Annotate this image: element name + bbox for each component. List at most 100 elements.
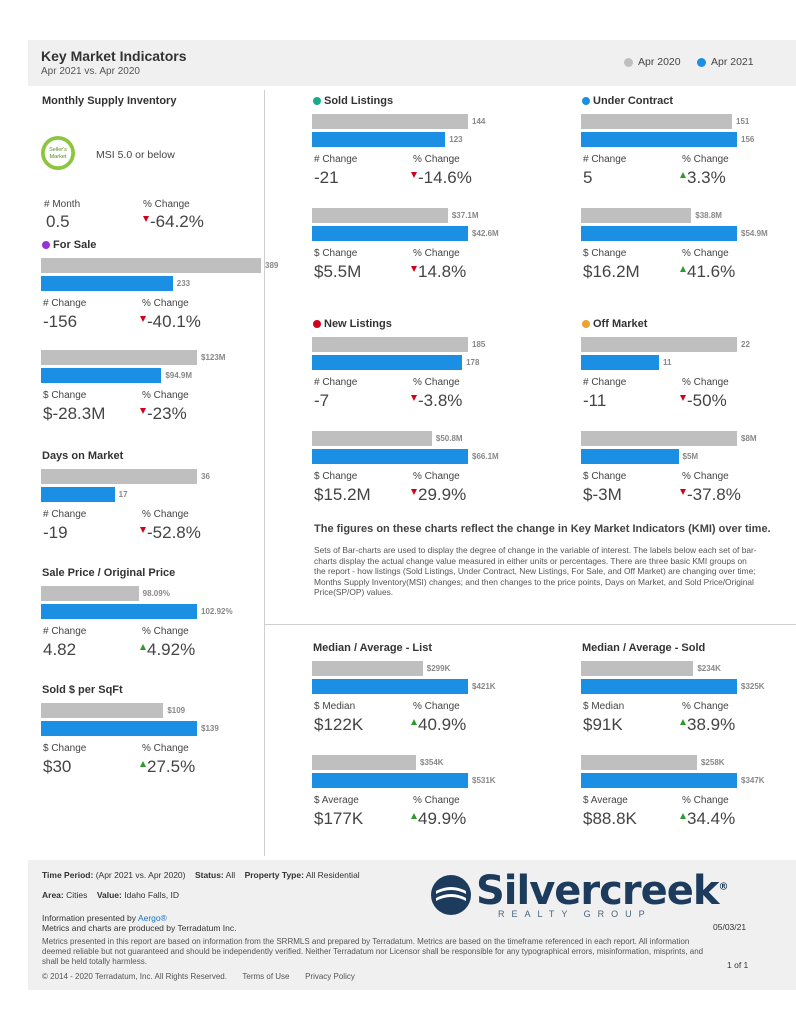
pct-change-label: % Change	[142, 743, 189, 754]
logo-registered: ®	[718, 881, 728, 893]
down-arrow-icon	[680, 395, 686, 401]
change-label: $ Change	[583, 248, 627, 259]
pct-change-value: 4.92%	[140, 640, 195, 660]
pct-change-text: -3.8%	[418, 391, 463, 410]
page-title: Key Market Indicators	[41, 48, 187, 64]
up-arrow-icon	[680, 813, 686, 819]
bar-current-label: 233	[176, 279, 191, 288]
pct-change-value: 38.9%	[680, 715, 735, 735]
change-value: $-28.3M	[43, 404, 106, 423]
kmi-note-heading: The figures on these charts reflect the …	[314, 523, 771, 535]
bar-prior-label: $354K	[420, 758, 444, 767]
privacy-link[interactable]: Privacy Policy	[305, 972, 355, 981]
status-value: All	[225, 870, 236, 880]
bar-current-label: $94.9M	[165, 371, 193, 380]
bar-prior	[581, 661, 694, 676]
pct-change-value: -50%	[680, 391, 727, 411]
change-label: $ Median	[314, 701, 356, 712]
sellers-market-badge-icon: Seller's Market	[40, 135, 76, 171]
change-value: $5.5M	[314, 262, 362, 281]
pct-change-value: 41.6%	[680, 262, 735, 282]
under-contract-title: Under Contract	[582, 95, 673, 107]
bar-current-label: 123	[449, 135, 463, 144]
change-label: $ Average	[314, 795, 359, 806]
bar-current-label: $5M	[682, 452, 699, 461]
produced-by: Metrics and charts are produced by Terra…	[42, 923, 237, 933]
msi-value-months: 0.5	[46, 212, 70, 232]
change-value: $177K	[314, 809, 364, 828]
pct-change-text: -23%	[147, 404, 187, 423]
change-value: 5	[583, 168, 593, 187]
bar-current	[41, 276, 173, 291]
bullet-icon	[313, 320, 321, 328]
change-label: $ Change	[43, 743, 87, 754]
footer-filters: Time Period: (Apr 2021 vs. Apr 2020) Sta…	[42, 870, 360, 880]
section-divider	[265, 624, 796, 625]
change-value: $30	[43, 757, 72, 776]
legend-current-label: Apr 2021	[711, 56, 754, 68]
new-listings-title: New Listings	[313, 318, 392, 330]
terms-link[interactable]: Terms of Use	[242, 972, 290, 981]
pct-change-label: % Change	[682, 471, 729, 482]
msi-months-text: 0.5	[46, 212, 70, 231]
bar-prior-label: 185	[472, 340, 486, 349]
pct-change-text: -14.6%	[418, 168, 472, 187]
under-contract-title-text: Under Contract	[593, 95, 674, 107]
header-bar	[28, 40, 796, 86]
disclaimer: Metrics presented in this report are bas…	[42, 937, 704, 966]
copyright-row: © 2014 - 2020 Terradatum, Inc. All Right…	[42, 972, 355, 982]
bullet-icon	[582, 97, 590, 105]
pct-change-text: 49.9%	[418, 809, 467, 828]
pct-change-label: % Change	[142, 298, 189, 309]
page-subtitle: Apr 2021 vs. Apr 2020	[41, 66, 140, 77]
change-value: $122K	[314, 715, 364, 734]
status-label: Status:	[194, 870, 224, 880]
change-label: # Change	[43, 298, 87, 309]
bar-prior-label: $299K	[426, 664, 451, 673]
bar-prior	[41, 586, 139, 601]
pct-change-value: 40.9%	[411, 715, 466, 735]
legend-current: Apr 2021	[697, 56, 754, 68]
pct-change-text: -52.8%	[147, 523, 201, 542]
bar-prior-label: $123M	[201, 353, 226, 362]
property-type-value: All Residential	[305, 870, 360, 880]
pct-change-value: 3.3%	[680, 168, 726, 188]
change-label: # Change	[583, 154, 627, 165]
bar-prior	[312, 208, 448, 223]
bar-prior-label: $50.8M	[435, 434, 463, 443]
down-arrow-icon	[140, 527, 146, 533]
bar-current	[312, 132, 446, 147]
bar-current	[41, 604, 197, 619]
down-arrow-icon	[411, 489, 417, 495]
aergo-link[interactable]: Aergo®	[137, 913, 167, 923]
pct-change-label: % Change	[142, 509, 189, 520]
bar-current-label: $347K	[741, 776, 765, 785]
bar-current-label: 156	[741, 135, 755, 144]
badge-text-line2: Market	[50, 154, 67, 160]
bar-current	[41, 368, 162, 383]
change-label: # Change	[314, 154, 358, 165]
logo-text: Silvercreek	[476, 868, 719, 914]
legend-prior-swatch	[624, 57, 633, 67]
pct-change-text: 38.9%	[687, 715, 736, 734]
sold-listings-title-text: Sold Listings	[324, 95, 394, 107]
pct-change-label: % Change	[413, 795, 460, 806]
bar-current	[312, 679, 468, 694]
pct-change-label: % Change	[413, 248, 460, 259]
bar-prior-label: 22	[741, 340, 750, 349]
median-sold-title: Median / Average - Sold	[582, 642, 706, 654]
pct-change-value: 29.9%	[411, 485, 466, 505]
up-arrow-icon	[411, 719, 417, 725]
bar-prior	[312, 431, 432, 446]
bar-prior	[581, 114, 732, 129]
change-value: -11	[583, 391, 607, 410]
logo-subtitle: REALTY GROUP	[498, 909, 652, 919]
pct-change-text: -50%	[687, 391, 727, 410]
change-value: $-3M	[583, 485, 622, 504]
bar-prior-label: $38.8M	[695, 211, 722, 220]
copyright: © 2014 - 2020 Terradatum, Inc. All Right…	[42, 972, 227, 981]
pct-change-label: % Change	[682, 154, 729, 165]
bar-prior	[581, 431, 737, 446]
bar-prior-label: 151	[736, 117, 750, 126]
bar-prior-label: 144	[472, 117, 486, 126]
